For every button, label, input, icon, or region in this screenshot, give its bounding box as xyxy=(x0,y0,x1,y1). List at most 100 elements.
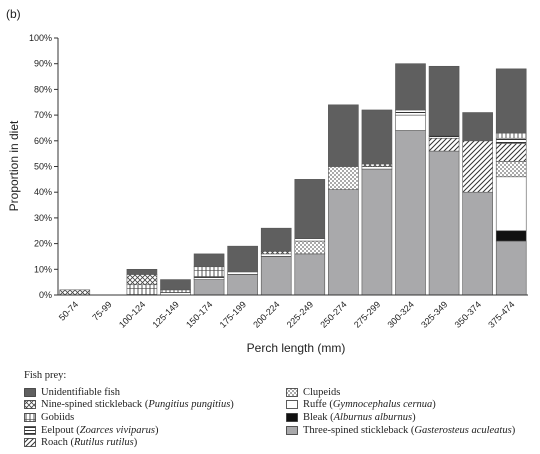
legend-label: Unidentifiable fish xyxy=(41,386,121,398)
x-tick-label: 325-349 xyxy=(419,299,449,329)
x-tick-label: 300-324 xyxy=(385,299,415,329)
legend-label: Nine-spined stickleback (Pungitius pungi… xyxy=(41,399,234,411)
y-tick-label: 40% xyxy=(34,187,52,197)
y-tick-label: 0% xyxy=(39,290,52,300)
legend-item-nine-spined-stickleback: Nine-spined stickleback (Pungitius pungi… xyxy=(24,399,234,412)
panel-label: (b) xyxy=(6,7,21,21)
bar-segment-roach xyxy=(428,137,460,152)
legend-item-clupeids: Clupeids xyxy=(286,386,515,399)
bar-segment-three-spined-stickleback xyxy=(328,189,359,296)
x-tick-label: 125-149 xyxy=(150,299,180,329)
legend-column-left: Unidentifiable fish Nine-spined stickleba… xyxy=(24,386,234,449)
legend-swatch xyxy=(24,413,36,422)
legend-label: Gobiids xyxy=(41,411,75,423)
legend-latin-name: Zoarces viviparus xyxy=(79,424,155,436)
y-tick-label: 70% xyxy=(34,110,52,120)
x-tick-label: 350-374 xyxy=(453,299,483,329)
bar-segment-eelpout xyxy=(260,253,292,257)
bar-segment-eelpout xyxy=(227,271,258,275)
legend-latin-name: Gasterosteus aculeatus xyxy=(414,424,512,436)
bar-segment-gobiids xyxy=(193,266,225,278)
bar-segment-three-spined-stickleback xyxy=(294,253,326,296)
bar-segment-unidentifiable-fish xyxy=(428,65,460,136)
bar-segment-unidentifiable-fish xyxy=(294,179,326,239)
bar-segment-three-spined-stickleback xyxy=(193,279,225,296)
legend-label: Clupeids xyxy=(303,386,341,398)
bar-segment-eelpout xyxy=(495,137,527,144)
legend-label: Three-spined stickleback (Gasterosteus a… xyxy=(303,424,516,436)
legend-item-three-spined-stickleback: Three-spined stickleback (Gasterosteus a… xyxy=(286,424,515,437)
bar-segment-three-spined-stickleback xyxy=(361,168,393,296)
legend-item-bleak: Bleak (Alburnus alburnus) xyxy=(286,411,515,424)
legend-swatch xyxy=(286,425,298,435)
bar-segment-clupeids xyxy=(294,240,326,255)
legend-swatch xyxy=(24,400,36,410)
legend-label: Ruffe (Gymnocephalus cernua) xyxy=(303,399,436,411)
bar-segment-unidentifiable-fish xyxy=(193,253,225,268)
legend: Fish prey: Unidentifiable fish Nine-spine… xyxy=(18,370,533,450)
legend-swatch xyxy=(24,425,36,435)
legend-column-right: Clupeids Ruffe (Gymnocephalus cernua) Blea… xyxy=(286,386,515,436)
bar-segment-gobiids xyxy=(126,284,158,296)
legend-latin-name: Alburnus alburnus xyxy=(333,411,413,423)
bar-stacks xyxy=(59,63,527,296)
legend-latin-name: Gymnocephalus cernua xyxy=(332,399,433,411)
x-tick-label: 275-299 xyxy=(352,299,382,329)
x-axis-title: Perch length (mm) xyxy=(247,341,346,355)
bar-segment-nine-spined-stickleback xyxy=(59,289,91,296)
bar-segment-three-spined-stickleback xyxy=(495,240,527,296)
bar-segment-unidentifiable-fish xyxy=(160,279,191,291)
bar-segment-unidentifiable-fish xyxy=(126,268,158,275)
bar-segment-unidentifiable-fish xyxy=(260,227,292,252)
x-axis-ticks: 50-74 75-99 100-124 125-149 150-174 175-199 20… xyxy=(57,299,517,329)
bar-segment-unidentifiable-fish xyxy=(395,63,426,111)
bar-segment-roach xyxy=(462,140,493,193)
y-tick-label: 20% xyxy=(34,239,52,249)
legend-swatch xyxy=(24,438,36,448)
bar-segment-gobiids xyxy=(160,289,191,293)
bar-segment-nine-spined-stickleback xyxy=(361,163,393,167)
legend-latin-name: Rutilus rutilus xyxy=(73,437,134,449)
bar-segment-unidentifiable-fish xyxy=(328,104,359,167)
bar-segment-eelpout xyxy=(294,238,326,242)
bar-segment-eelpout xyxy=(361,166,393,170)
bar-segment-unidentifiable-fish xyxy=(495,68,527,134)
x-tick-label: 375-474 xyxy=(486,299,516,329)
legend-item-gobiids: Gobiids xyxy=(24,411,234,424)
legend-swatch xyxy=(286,387,298,397)
x-tick-label: 75-99 xyxy=(90,299,113,322)
bar-segment-three-spined-stickleback xyxy=(428,150,460,296)
legend-item-ruffe: Ruffe (Gymnocephalus cernua) xyxy=(286,399,515,412)
bar-segment-gobiids xyxy=(495,132,527,139)
x-tick-label: 250-274 xyxy=(318,299,348,329)
bar-segment-nine-spined-stickleback xyxy=(260,251,292,255)
x-tick-label: 50-74 xyxy=(57,299,80,322)
bar-segment-eelpout xyxy=(428,135,460,139)
x-tick-label: 225-249 xyxy=(285,299,315,329)
bar-segment-bleak xyxy=(495,230,527,242)
legend-item-roach: Roach (Rutilus rutilus) xyxy=(24,436,234,449)
y-axis-ticks: 0% 10% 20% 30% 40% 50% 60% 70% 80% 90% 100% xyxy=(29,33,58,300)
bar-segment-three-spined-stickleback xyxy=(395,130,426,296)
bar-segment-clupeids xyxy=(495,161,527,178)
legend-swatch xyxy=(24,387,36,397)
x-tick-label: 100-124 xyxy=(117,299,147,329)
y-tick-label: 10% xyxy=(34,264,52,274)
y-tick-label: 80% xyxy=(34,84,52,94)
x-tick-label: 150-174 xyxy=(184,299,214,329)
bar-segment-unidentifiable-fish xyxy=(227,245,258,273)
y-tick-label: 60% xyxy=(34,136,52,146)
bar-segment-roach xyxy=(495,143,527,162)
bar-segment-eelpout xyxy=(395,109,426,116)
x-tick-label: 175-199 xyxy=(218,299,248,329)
y-tick-label: 30% xyxy=(34,213,52,223)
legend-swatch xyxy=(286,413,298,422)
y-axis-title: Proportion in diet xyxy=(7,120,21,211)
bar-segment-three-spined-stickleback xyxy=(260,256,292,296)
legend-swatch xyxy=(286,400,298,410)
bar-segment-three-spined-stickleback xyxy=(462,191,493,296)
bar-segment-ruffe xyxy=(395,114,426,131)
y-tick-label: 50% xyxy=(34,162,52,172)
bar-segment-clupeids xyxy=(328,166,359,190)
